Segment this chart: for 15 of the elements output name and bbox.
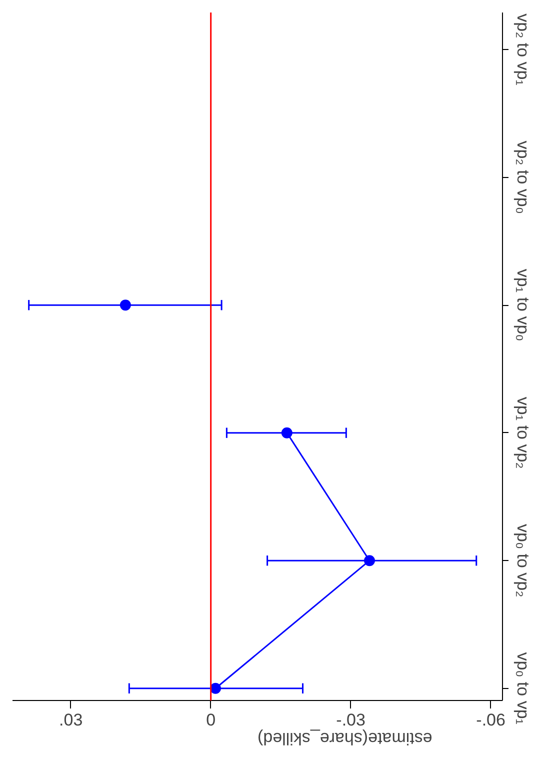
point (210, 682, 221, 694)
y-tick-label: vp₀ to vp₁ (514, 652, 532, 725)
y-tick-label: vp₁ to vp₂ (514, 396, 532, 469)
y-tick-label: vp₀ to vp₂ (514, 524, 532, 598)
x-tick-label: -.06 (476, 710, 506, 730)
x-tick-label: -.03 (336, 710, 366, 730)
x-axis-title: estimate(share_skilled) (257, 729, 432, 748)
y-tick-label: vp₂ to vp₀ (514, 140, 532, 214)
y-tick-label: vp₂ to vp₁ (514, 14, 532, 86)
point (120, 300, 131, 311)
point (364, 555, 375, 566)
y-tick-label: vp₁ to vp₀ (514, 268, 532, 342)
x-tick-label: .03 (59, 710, 83, 730)
x-tick-label: 0 (206, 710, 216, 730)
point (281, 427, 292, 438)
